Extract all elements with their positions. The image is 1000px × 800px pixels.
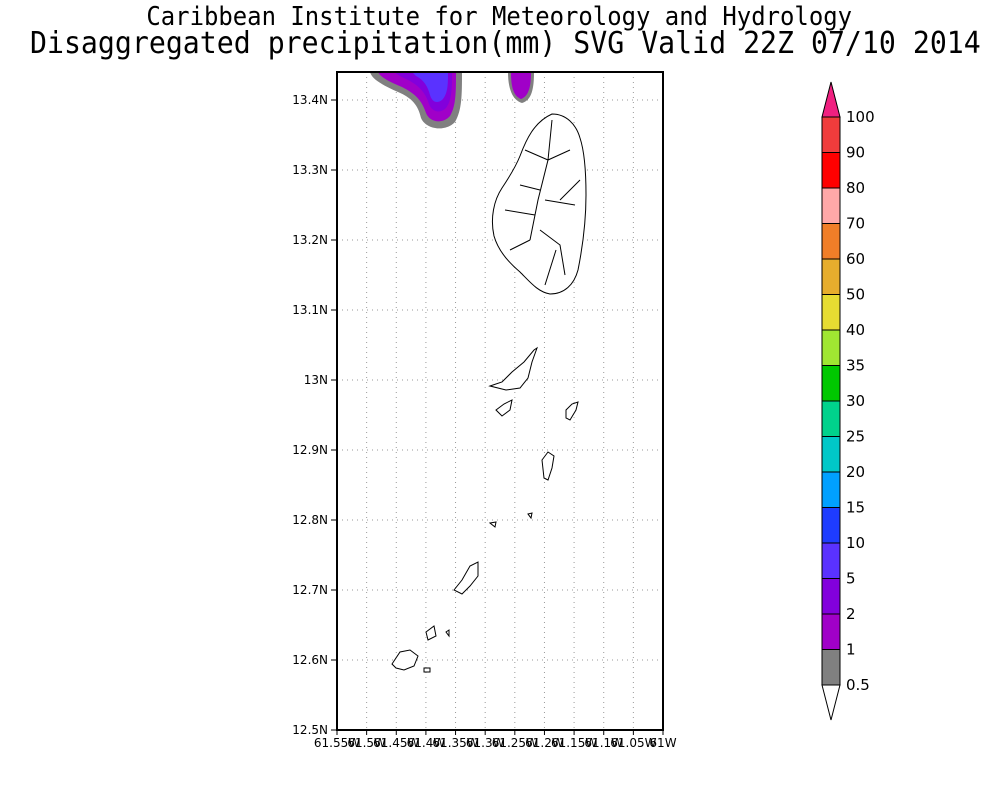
lon-tick-label: 61.2W	[525, 736, 564, 750]
colorbar-label: 40	[846, 321, 865, 339]
lon-tick-label: 61.45W	[373, 736, 419, 750]
island-bequia	[488, 346, 538, 391]
lon-tick-label: 61.1W	[584, 736, 623, 750]
island-canouan	[541, 451, 555, 481]
island-mustique	[565, 401, 579, 421]
lon-tick-label: 61.4W	[407, 736, 446, 750]
island-small-5	[445, 629, 450, 638]
lon-tick-label: 61.5W	[347, 736, 386, 750]
colorbar-label: 10	[846, 534, 865, 552]
colorbar-segment	[821, 365, 841, 402]
island-union	[453, 561, 479, 595]
lon-tick-label: 61.3W	[466, 736, 505, 750]
colorbar-label: 20	[846, 463, 865, 481]
colorbar-label: 25	[846, 428, 865, 446]
lat-tick-label: 13.3N	[292, 163, 328, 177]
grenadines-islands	[391, 346, 579, 673]
colorbar-segment	[821, 258, 841, 295]
colorbar-segment	[821, 613, 841, 650]
colorbar-label: 60	[846, 250, 865, 268]
colorbar-label: 5	[846, 570, 856, 588]
colorbar-label: 15	[846, 499, 865, 517]
colorbar-segment	[821, 471, 841, 508]
colorbar-label: 2	[846, 605, 856, 623]
precip-area-blue	[412, 72, 448, 103]
lon-tick-label: 61.35W	[432, 736, 478, 750]
lat-tick-label: 12.9N	[292, 443, 328, 457]
colorbar-segment	[821, 116, 841, 153]
colorbar-segment	[821, 507, 841, 544]
lon-tick-label: 61W	[649, 736, 676, 750]
title-institute: Caribbean Institute for Meteorology and …	[146, 2, 853, 32]
colorbar-label: 100	[846, 108, 875, 126]
colorbar-segment	[821, 223, 841, 260]
lat-tick-label: 12.7N	[292, 583, 328, 597]
lon-tick-label: 61.55W	[314, 736, 360, 750]
precipitation-colorbar: 100 90 80 70 60 50 40 35 30 25 20 15 10 5 2 1 0.5	[821, 81, 875, 721]
colorbar-segment	[821, 187, 841, 224]
island-carriacou	[391, 649, 419, 671]
colorbar-segment	[821, 436, 841, 473]
colorbar-top-arrow	[821, 81, 841, 118]
colorbar-segment	[821, 649, 841, 686]
colorbar-label: 0.5	[846, 676, 870, 694]
colorbar-segment	[821, 329, 841, 366]
lat-tick-label: 13.4N	[292, 93, 328, 107]
colorbar-segment	[821, 400, 841, 437]
colorbar-label: 70	[846, 215, 865, 233]
colorbar-label: 35	[846, 357, 865, 375]
latitude-axis: 13.4N 13.3N 13.2N 13.1N 13N 12.9N 12.8N 12.7N 12…	[292, 93, 337, 737]
lon-tick-label: 61.05W	[610, 736, 656, 750]
lat-tick-label: 13N	[304, 373, 328, 387]
lat-tick-label: 12.6N	[292, 653, 328, 667]
lon-tick-label: 61.15W	[551, 736, 597, 750]
lat-tick-label: 13.1N	[292, 303, 328, 317]
island-small-2	[488, 521, 497, 528]
colorbar-label: 30	[846, 392, 865, 410]
lat-tick-label: 12.8N	[292, 513, 328, 527]
colorbar-label: 90	[846, 144, 865, 162]
map-gridlines	[337, 72, 663, 730]
colorbar-segment	[821, 542, 841, 579]
precipitation-field	[370, 72, 534, 129]
colorbar-bottom-arrow	[821, 684, 841, 721]
precip-area-purple-2	[511, 72, 531, 99]
colorbar-label: 1	[846, 641, 856, 659]
lat-tick-label: 12.5N	[292, 723, 328, 737]
island-st-vincent	[491, 113, 587, 295]
title-product: Disaggregated precipitation(mm) SVG Vali…	[30, 26, 981, 61]
map-frame	[336, 71, 664, 731]
island-small-4	[425, 625, 437, 641]
colorbar-label: 50	[846, 286, 865, 304]
island-small-3	[527, 512, 533, 520]
island-small-1	[495, 399, 513, 417]
colorbar-segment	[821, 152, 841, 189]
longitude-axis: 61.55W61.5W61.45W61.4W61.35W61.3W61.25W6…	[314, 730, 677, 750]
colorbar-label: 80	[846, 179, 865, 197]
colorbar-segment	[821, 578, 841, 615]
colorbar-segment	[821, 294, 841, 331]
lon-tick-label: 61.25W	[492, 736, 538, 750]
lat-tick-label: 13.2N	[292, 233, 328, 247]
island-small-6	[423, 667, 431, 673]
